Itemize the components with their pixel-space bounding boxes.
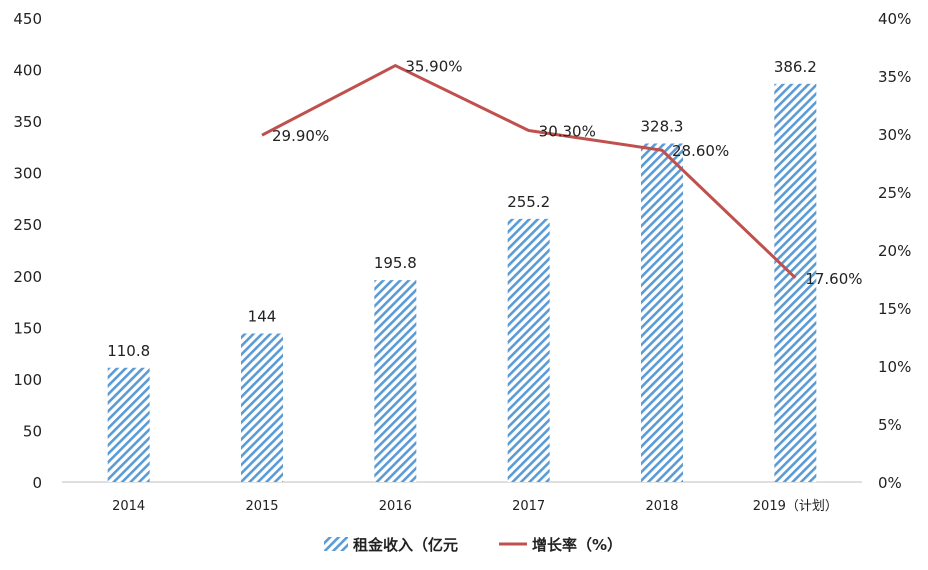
bar (374, 280, 417, 482)
bar (507, 218, 550, 482)
bar (641, 143, 683, 483)
growth-line (261, 64, 797, 279)
legend: 租金收入（亿元 增长率（%） (324, 536, 622, 554)
left-axis-tick-label: 150 (13, 319, 42, 337)
left-axis-tick-label: 250 (13, 216, 42, 234)
right-axis-tick-label: 30% (878, 126, 911, 144)
bar (774, 83, 817, 483)
growth-value-label: 28.60% (672, 142, 729, 160)
right-axis-tick-label: 10% (878, 358, 911, 376)
line-data-labels: 29.90% 35.90% 30.30% 28.60% 17.60% (272, 58, 863, 288)
left-axis-tick-label: 450 (13, 10, 42, 28)
right-axis-ticks: 0% 5% 10% 15% 20% 25% 30% 35% 40% (878, 10, 911, 492)
x-axis-tick-label: 2014 (112, 499, 145, 514)
bar-data-labels: 110.8 144 195.8 255.2 328.3 386.2 (107, 58, 817, 360)
left-axis-tick-label: 400 (13, 62, 42, 80)
x-axis-tick-label: 2019（计划） (753, 499, 838, 514)
bar-value-label: 110.8 (107, 342, 150, 360)
right-axis-tick-label: 15% (878, 300, 911, 318)
line-series (261, 64, 797, 279)
legend-swatch-bar (324, 537, 348, 551)
right-axis-tick-label: 5% (878, 416, 902, 434)
left-axis-tick-label: 200 (13, 268, 42, 286)
bar-value-label: 328.3 (641, 117, 684, 135)
left-axis-tick-label: 300 (13, 165, 42, 183)
growth-value-label: 17.60% (805, 270, 862, 288)
right-axis-tick-label: 0% (878, 474, 902, 492)
right-axis-tick-label: 40% (878, 10, 911, 28)
growth-value-label: 35.90% (405, 58, 462, 76)
bar-value-label: 255.2 (507, 193, 550, 211)
x-axis-tick-label: 2015 (245, 499, 278, 514)
x-axis-ticks: 2014 2015 2016 2017 2018 2019（计划） (112, 499, 838, 514)
left-axis-tick-label: 50 (23, 422, 42, 440)
right-axis-tick-label: 35% (878, 68, 911, 86)
bar (107, 367, 150, 482)
left-axis-tick-label: 100 (13, 371, 42, 389)
bar-value-label: 386.2 (774, 58, 817, 76)
x-axis-tick-label: 2017 (512, 499, 545, 514)
left-axis-tick-label: 0 (32, 474, 42, 492)
left-axis-tick-label: 350 (13, 113, 42, 131)
right-axis-tick-label: 20% (878, 242, 911, 260)
bar (241, 333, 283, 482)
bar-series (107, 83, 817, 483)
legend-label-line: 增长率（%） (532, 536, 622, 554)
left-axis-ticks: 0 50 100 150 200 250 300 350 400 450 (13, 10, 42, 492)
growth-value-label: 30.30% (539, 123, 596, 141)
legend-label-bar: 租金收入（亿元 (353, 536, 458, 554)
right-axis-tick-label: 25% (878, 184, 911, 202)
bar-value-label: 144 (248, 308, 277, 326)
x-axis-tick-label: 2016 (379, 499, 412, 514)
x-axis-tick-label: 2018 (645, 499, 678, 514)
bar-value-label: 195.8 (374, 254, 417, 272)
growth-value-label: 29.90% (272, 127, 329, 145)
